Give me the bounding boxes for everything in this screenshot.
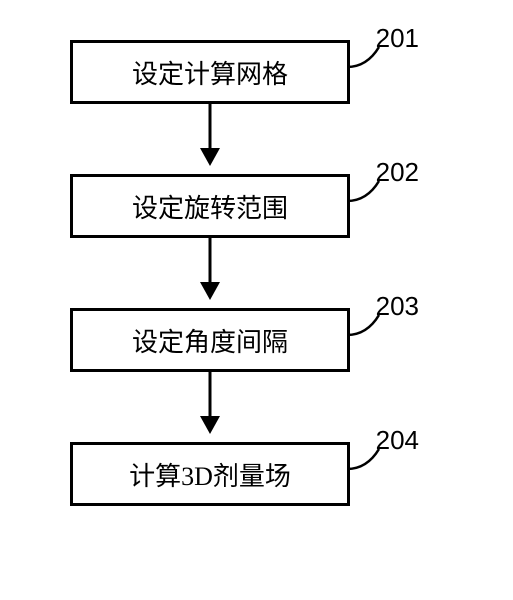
- arrow-2-head: [200, 282, 220, 300]
- step-4-wrapper: 计算3D剂量场 204: [70, 442, 450, 506]
- step-3-text: 设定角度间隔: [132, 322, 288, 359]
- step-4-label: 204: [376, 425, 419, 456]
- step-4-text: 计算3D剂量场: [129, 456, 291, 493]
- arrow-1-head: [200, 148, 220, 166]
- arrow-1: [70, 104, 350, 174]
- step-2-wrapper: 设定旋转范围 202: [70, 174, 450, 238]
- flowchart-container: 设定计算网格 201 设定旋转范围 202 设定角度间隔 203: [70, 40, 450, 506]
- step-1-text: 设定计算网格: [132, 54, 288, 91]
- step-2-label: 202: [376, 157, 419, 188]
- step-1-wrapper: 设定计算网格 201: [70, 40, 450, 104]
- step-1-box: 设定计算网格 201: [70, 40, 350, 104]
- step-2-box: 设定旋转范围 202: [70, 174, 350, 238]
- arrow-3-line: [209, 372, 212, 422]
- arrow-2: [70, 238, 350, 308]
- step-1-label: 201: [376, 23, 419, 54]
- step-3-label: 203: [376, 291, 419, 322]
- arrow-3-head: [200, 416, 220, 434]
- step-3-box: 设定角度间隔 203: [70, 308, 350, 372]
- step-4-box: 计算3D剂量场 204: [70, 442, 350, 506]
- arrow-1-line: [209, 104, 212, 154]
- arrow-3: [70, 372, 350, 442]
- step-3-wrapper: 设定角度间隔 203: [70, 308, 450, 372]
- arrow-2-line: [209, 238, 212, 288]
- step-2-text: 设定旋转范围: [132, 188, 288, 225]
